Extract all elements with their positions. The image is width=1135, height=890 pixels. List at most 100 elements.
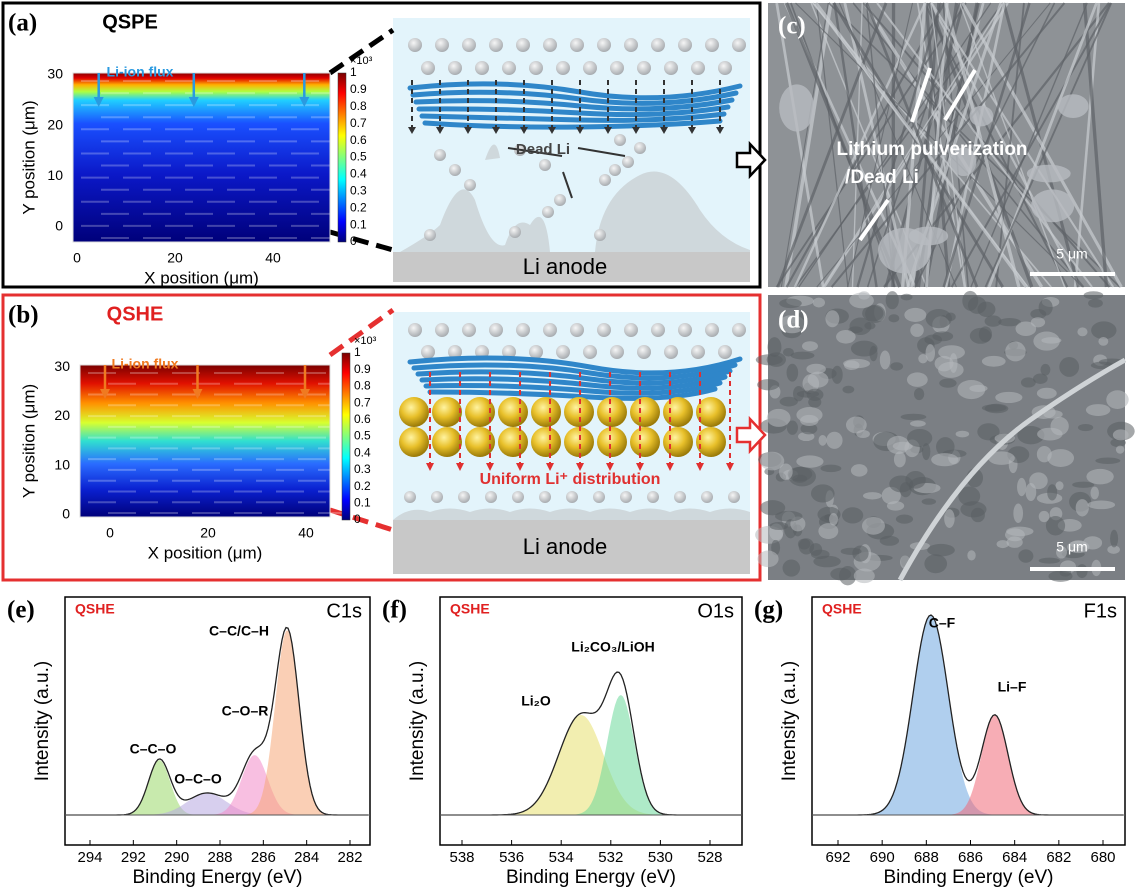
grain bbox=[819, 435, 827, 446]
grain bbox=[825, 310, 839, 327]
y-axis-label: Intensity (a.u.) bbox=[32, 661, 53, 781]
li-ion bbox=[624, 38, 638, 52]
grain bbox=[756, 354, 783, 365]
heatmap bbox=[80, 365, 330, 517]
dead-li-particle bbox=[542, 206, 554, 218]
grain bbox=[1098, 337, 1108, 346]
li-ion bbox=[516, 38, 530, 52]
colorbar-tick-label: 0.3 bbox=[354, 462, 371, 476]
grain bbox=[1076, 499, 1089, 516]
grain bbox=[775, 511, 802, 522]
li-ion bbox=[570, 323, 584, 337]
li-ion bbox=[421, 345, 435, 359]
x-tick-label: 686 bbox=[958, 849, 983, 866]
grain bbox=[793, 386, 804, 401]
li-ion bbox=[543, 323, 557, 337]
grain bbox=[910, 324, 924, 337]
grain bbox=[1033, 374, 1048, 384]
x-tick-label: 538 bbox=[449, 849, 474, 866]
li-ion bbox=[462, 38, 476, 52]
peak-label: Li₂CO₃/LiOH bbox=[571, 639, 654, 655]
x-tick-label: 680 bbox=[1090, 849, 1115, 866]
dead-li-particle bbox=[539, 159, 551, 171]
grain bbox=[783, 559, 801, 576]
li-ion bbox=[489, 323, 503, 337]
grain bbox=[995, 392, 1022, 403]
grain bbox=[757, 379, 779, 390]
grain bbox=[800, 415, 818, 426]
li-ion bbox=[624, 323, 638, 337]
scale-bar-label: 5 μm bbox=[1056, 246, 1087, 262]
li-ion bbox=[597, 323, 611, 337]
colorbar-tick-label: 0.1 bbox=[350, 217, 367, 231]
x-tick-label: 288 bbox=[207, 849, 232, 866]
grain bbox=[863, 492, 882, 499]
grain bbox=[887, 436, 909, 454]
grain bbox=[811, 484, 835, 502]
grain bbox=[770, 522, 789, 530]
grain bbox=[1076, 564, 1087, 578]
y-tick-label: 10 bbox=[47, 167, 63, 183]
dead-li-particle bbox=[599, 174, 611, 186]
li-ion bbox=[583, 61, 597, 75]
coating-particle bbox=[399, 397, 429, 427]
grain bbox=[1086, 404, 1110, 416]
grain bbox=[1039, 299, 1053, 316]
grain bbox=[802, 341, 818, 351]
colorbar-tick-label: 0.8 bbox=[354, 379, 371, 393]
colorbar bbox=[342, 353, 350, 520]
grain bbox=[927, 544, 955, 556]
grain bbox=[851, 464, 868, 476]
colorbar bbox=[338, 73, 346, 242]
peak-label: C–C/C–H bbox=[209, 623, 269, 639]
coating-particle bbox=[432, 397, 462, 427]
y-tick-label: 20 bbox=[54, 407, 70, 423]
li-ion bbox=[593, 491, 605, 503]
panel-label: (f) bbox=[382, 597, 407, 624]
region-label: C1s bbox=[326, 600, 362, 622]
grain bbox=[924, 554, 947, 573]
li-ion bbox=[651, 38, 665, 52]
x-tick-label: 294 bbox=[77, 849, 102, 866]
coating-particle bbox=[663, 397, 693, 427]
li-ion bbox=[732, 38, 746, 52]
panel-label: (c) bbox=[778, 13, 806, 40]
dead-li-particle bbox=[464, 179, 476, 191]
particle bbox=[1027, 165, 1071, 183]
grain bbox=[808, 397, 821, 408]
grain bbox=[792, 475, 807, 483]
grain bbox=[1013, 503, 1023, 523]
grain bbox=[944, 509, 955, 528]
li-ion bbox=[620, 491, 632, 503]
grain bbox=[1037, 446, 1052, 462]
colorbar-multiplier: ×10³ bbox=[350, 55, 373, 67]
grain bbox=[985, 404, 1009, 414]
grain bbox=[813, 298, 825, 308]
x-tick-label: 532 bbox=[598, 849, 623, 866]
grain bbox=[890, 362, 903, 370]
grain bbox=[957, 380, 985, 399]
colorbar-tick-label: 0.7 bbox=[354, 395, 371, 409]
li-ion bbox=[637, 61, 651, 75]
li-ion bbox=[408, 323, 422, 337]
li-ion bbox=[583, 345, 597, 359]
grain bbox=[956, 431, 970, 438]
x-tick-label: 20 bbox=[167, 250, 183, 266]
coating-particle bbox=[465, 427, 495, 457]
x-tick-label: 286 bbox=[251, 849, 276, 866]
grain bbox=[979, 326, 992, 342]
annotation: Dead Li bbox=[516, 141, 570, 158]
colorbar-tick-label: 0.1 bbox=[354, 495, 371, 509]
coating-particle bbox=[498, 397, 528, 427]
li-ion bbox=[512, 491, 524, 503]
li-ion bbox=[458, 491, 470, 503]
li-ion bbox=[718, 61, 732, 75]
grain bbox=[862, 517, 885, 535]
y-axis-label: Y position (μm) bbox=[19, 384, 38, 498]
flux-label: Li-ion flux bbox=[112, 356, 179, 372]
grain bbox=[900, 482, 912, 497]
y-tick-label: 0 bbox=[62, 506, 70, 522]
x-axis-label: Binding Energy (eV) bbox=[883, 867, 1053, 888]
x-tick-label: 290 bbox=[164, 849, 189, 866]
peak-label: Li₂O bbox=[521, 693, 551, 709]
